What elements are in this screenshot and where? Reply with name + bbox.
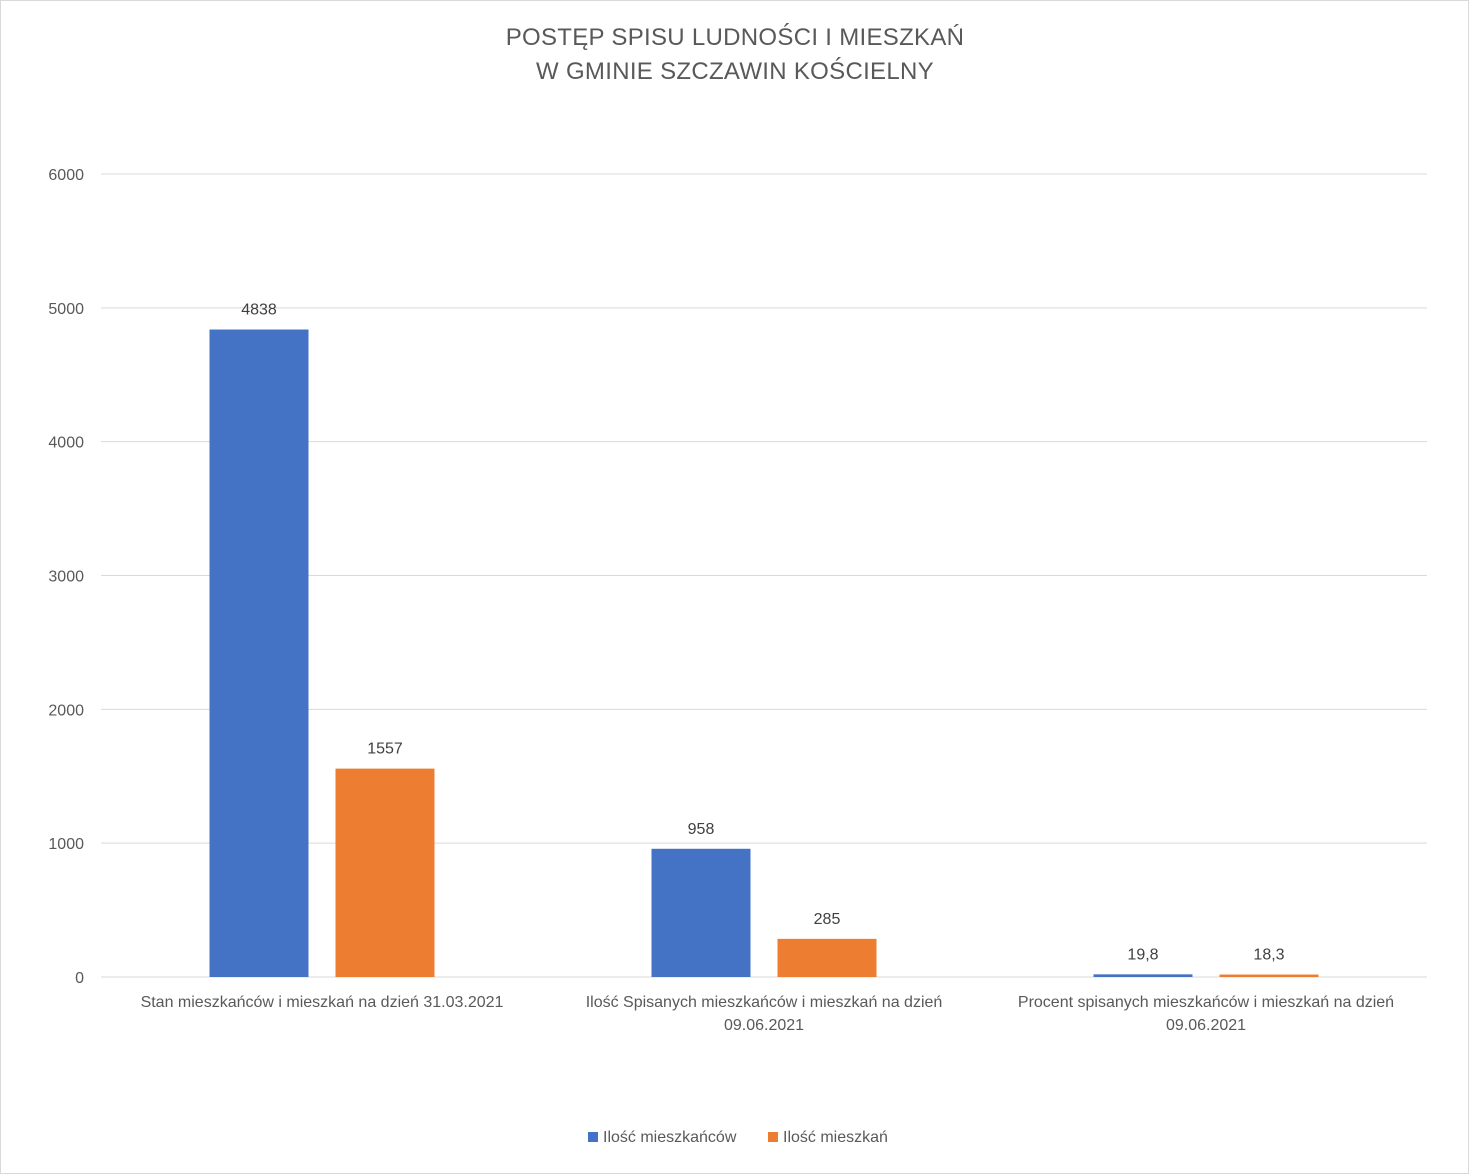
bar [651,848,751,977]
bar [1093,974,1193,977]
bars [209,329,1319,977]
legend-swatch [768,1132,778,1142]
bar [209,329,309,977]
x-category-label: 09.06.2021 [724,1017,804,1034]
chart-title-line-1: POSTĘP SPISU LUDNOŚCI I MIESZKAŃ [506,23,965,51]
data-label: 285 [814,911,841,928]
x-category-label: 09.06.2021 [1166,1017,1246,1034]
data-label: 4838 [241,302,277,319]
y-tick-label: 5000 [48,301,84,318]
bar [777,938,877,977]
y-tick-label: 2000 [48,702,84,719]
data-label: 958 [688,821,715,838]
y-tick-label: 3000 [48,569,84,586]
data-label: 1557 [367,741,403,758]
y-tick-label: 0 [75,970,84,987]
bar [335,768,435,977]
x-category-label: Procent spisanych mieszkańców i mieszkań… [1018,994,1394,1011]
chart-title: POSTĘP SPISU LUDNOŚCI I MIESZKAŃ W GMINIE… [506,23,965,85]
data-labels: 4838 1557 958 285 19,8 18,3 [241,302,1284,964]
gridlines [101,173,1427,978]
legend-label: Ilość mieszkań [783,1129,888,1146]
x-category-label: Ilość Spisanych mieszkańców i mieszkań n… [586,994,943,1011]
x-category-label: Stan mieszkańców i mieszkań na dzień 31.… [141,994,504,1011]
y-axis-ticks: 0 1000 2000 3000 4000 5000 6000 [48,167,84,987]
legend-label: Ilość mieszkańców [603,1129,737,1146]
y-tick-label: 1000 [48,836,84,853]
data-label: 19,8 [1127,946,1158,963]
y-tick-label: 4000 [48,435,84,452]
data-label: 18,3 [1253,947,1284,964]
x-axis-categories: Stan mieszkańców i mieszkań na dzień 31.… [141,994,1395,1034]
y-tick-label: 6000 [48,167,84,184]
legend: Ilość mieszkańców Ilość mieszkań [588,1129,888,1146]
chart-title-line-2: W GMINIE SZCZAWIN KOŚCIELNY [536,57,934,85]
bar [1219,974,1319,977]
legend-swatch [588,1132,598,1142]
